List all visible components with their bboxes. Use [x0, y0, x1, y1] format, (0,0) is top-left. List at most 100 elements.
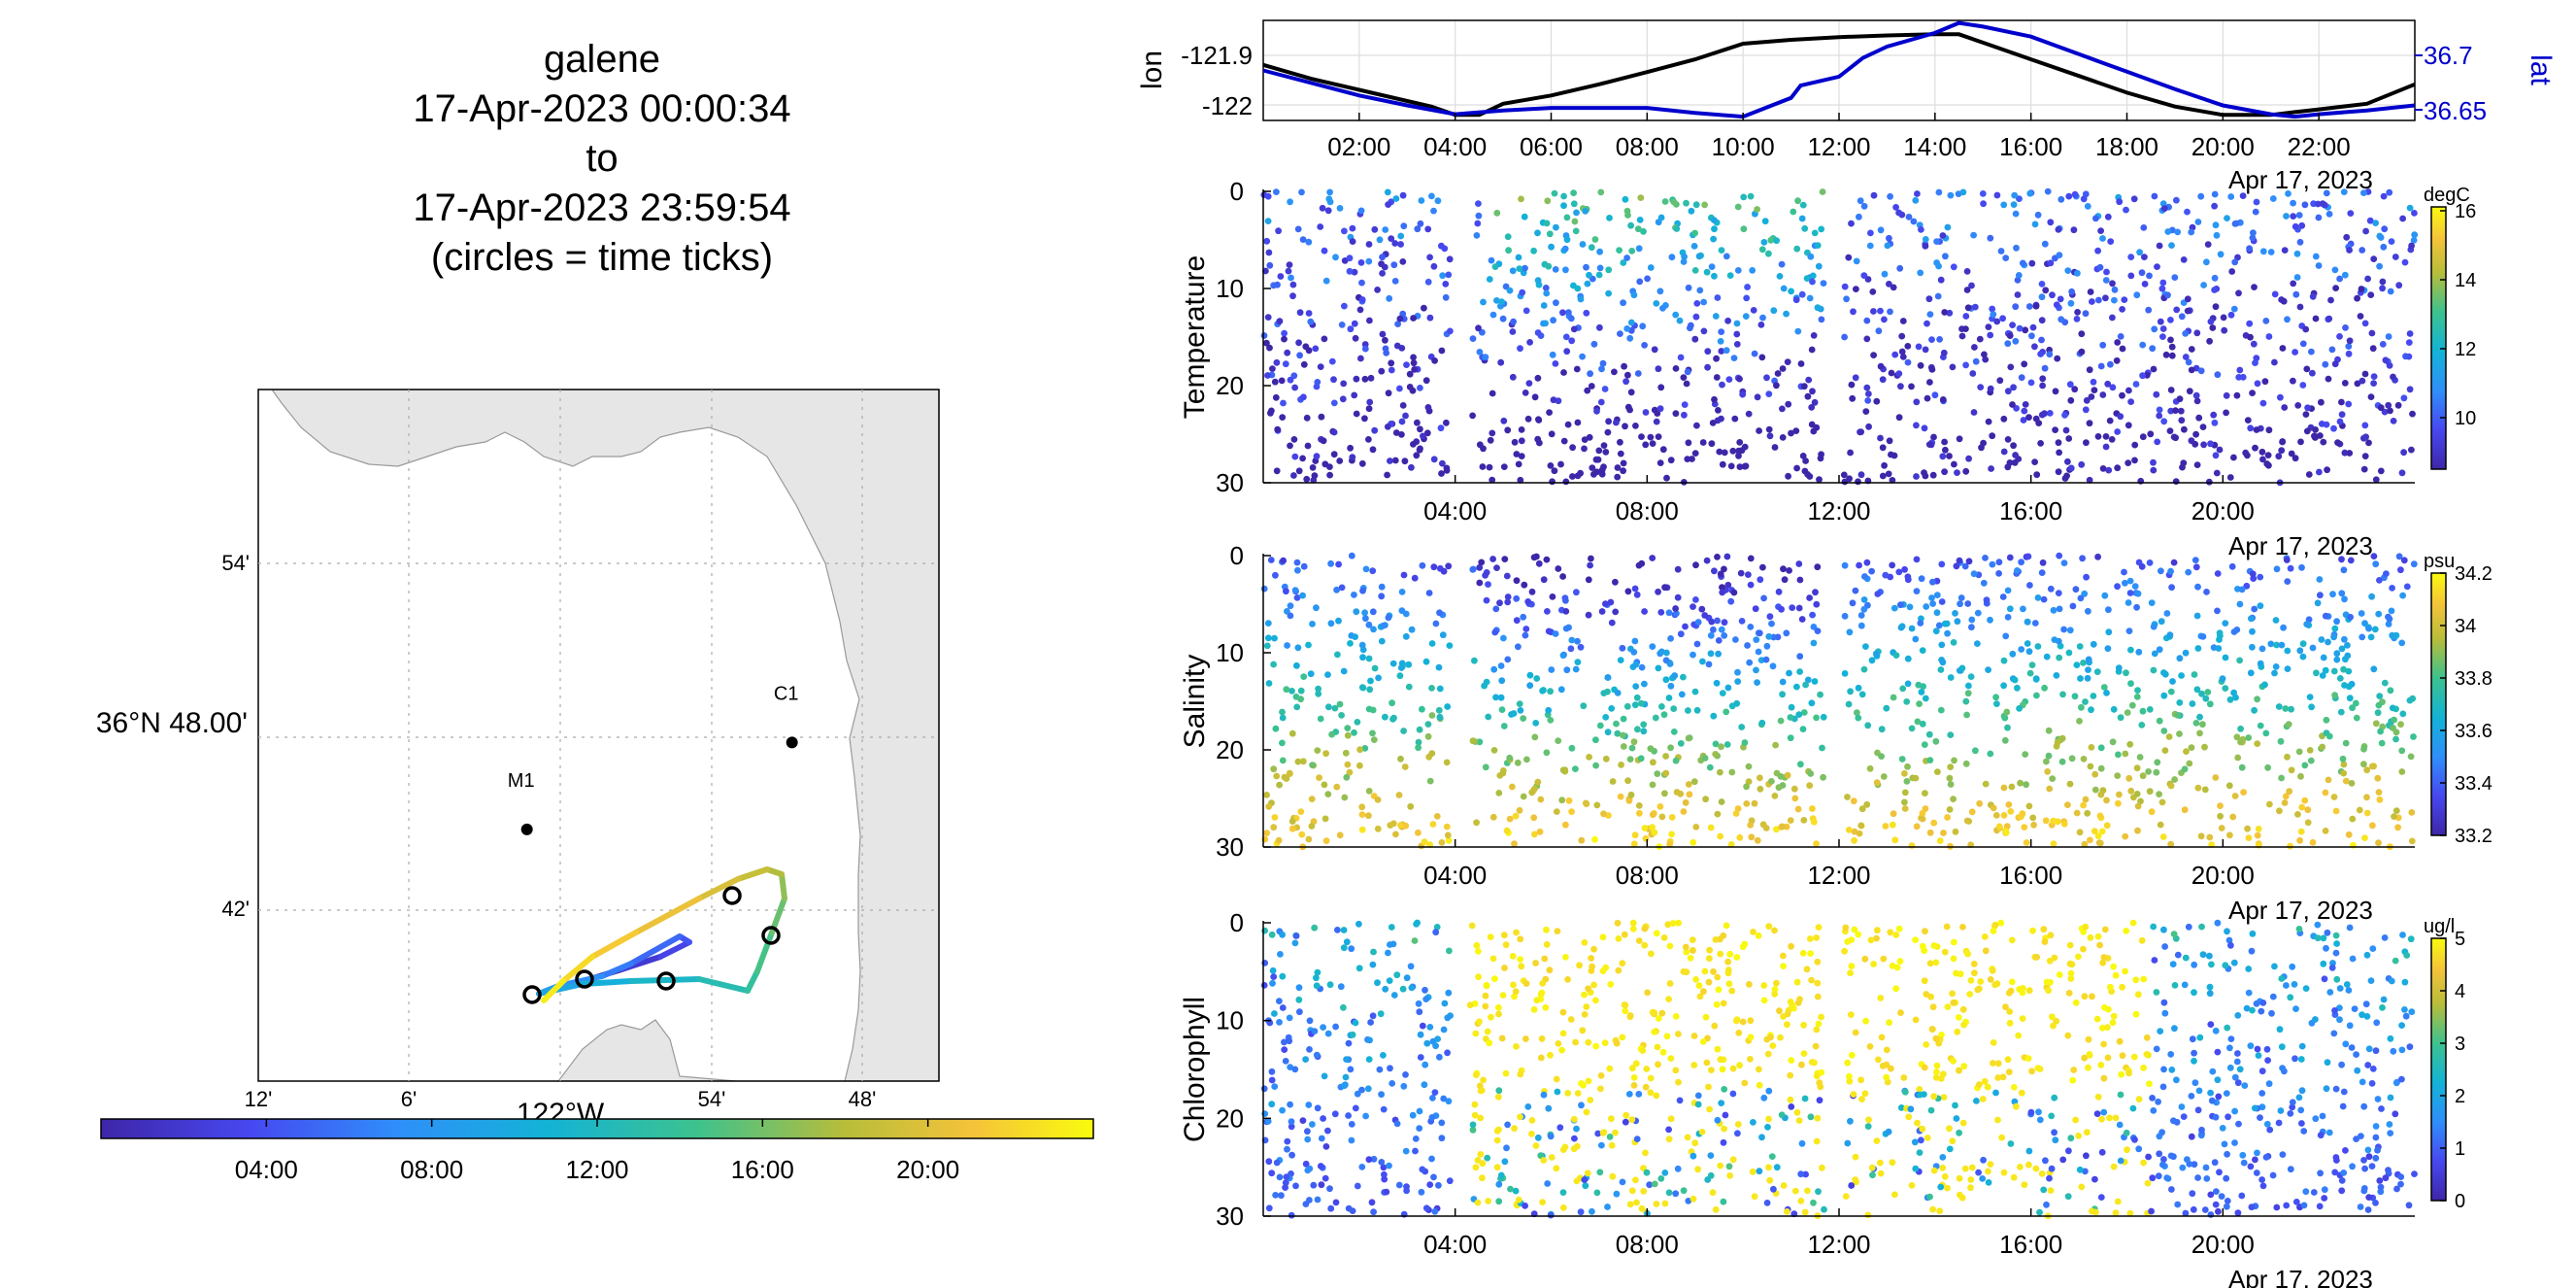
data-point	[1998, 1134, 2006, 1141]
data-point	[1937, 666, 1945, 673]
data-point	[1571, 1135, 1578, 1142]
data-point	[1466, 1001, 1474, 1009]
data-point	[1621, 931, 1628, 938]
data-point	[2291, 981, 2298, 988]
data-point	[2219, 675, 2226, 683]
data-point	[2096, 839, 2104, 847]
data-point	[1307, 670, 1315, 678]
data-point	[1700, 988, 1707, 996]
data-point	[1495, 1010, 1502, 1018]
data-point	[1296, 352, 1303, 359]
data-point	[2320, 438, 2327, 446]
data-point	[1540, 1157, 1548, 1164]
data-point	[2074, 269, 2081, 277]
data-point	[2214, 1076, 2222, 1084]
data-point	[2041, 364, 2049, 372]
data-point	[2022, 326, 2029, 334]
data-point	[1680, 673, 1687, 681]
data-point	[1889, 1159, 1896, 1167]
data-point	[1937, 706, 1945, 714]
data-point	[2045, 752, 2053, 760]
data-point	[1937, 1075, 1945, 1082]
data-point	[1545, 262, 1553, 270]
data-point	[1486, 1039, 1493, 1047]
data-point	[2161, 747, 2169, 754]
data-point	[2089, 993, 2095, 1000]
data-point	[2248, 615, 2255, 623]
data-point	[2226, 474, 2234, 481]
data-point	[1693, 422, 1700, 429]
data-point	[1979, 1175, 1987, 1182]
data-point	[1924, 320, 1930, 327]
data-point	[2153, 390, 2160, 398]
data-point	[1358, 296, 1366, 303]
data-point	[1284, 1137, 1291, 1145]
data-point	[1681, 411, 1688, 419]
data-point	[2096, 263, 2104, 271]
data-point	[2332, 807, 2340, 815]
data-point	[2171, 776, 2179, 783]
data-point	[1950, 263, 1957, 271]
data-point	[1642, 409, 1650, 416]
data-point	[1754, 679, 1760, 686]
data-point	[1556, 1124, 1564, 1132]
data-point	[2287, 842, 2294, 850]
data-point	[1898, 348, 1906, 356]
data-point	[1605, 289, 1612, 297]
data-point	[2245, 989, 2253, 997]
data-point	[1940, 349, 1948, 356]
data-point	[2005, 801, 2013, 808]
data-point	[1324, 207, 1332, 215]
data-point	[1952, 1102, 1958, 1109]
data-point	[1440, 1026, 1448, 1034]
data-point	[2128, 701, 2136, 709]
data-point	[1720, 1138, 1727, 1146]
data-point	[2036, 1208, 2043, 1216]
data-point	[2397, 566, 2404, 574]
data-point	[1318, 1135, 1325, 1142]
data-point	[1358, 684, 1366, 692]
data-point	[2127, 787, 2135, 795]
data-point	[1512, 812, 1520, 820]
data-point	[1690, 1062, 1698, 1068]
data-point	[1790, 208, 1797, 216]
data-point	[1718, 743, 1724, 751]
data-point	[2004, 436, 2012, 443]
data-point	[1488, 1013, 1494, 1021]
data-point	[1365, 1056, 1373, 1063]
data-point	[1809, 611, 1816, 619]
data-point	[1318, 1181, 1325, 1189]
data-point	[2042, 1157, 2049, 1165]
data-point	[1402, 1071, 1409, 1078]
data-point	[2124, 709, 2131, 716]
data-point	[1665, 1126, 1672, 1134]
data-point	[2015, 1032, 2023, 1039]
data-point	[2332, 1154, 2340, 1161]
data-point	[1773, 382, 1780, 390]
data-point	[1751, 1193, 1758, 1201]
data-point	[2332, 932, 2340, 939]
data-point	[1407, 963, 1415, 970]
data-point	[2009, 401, 2016, 408]
data-point	[1387, 941, 1393, 948]
data-point	[1426, 1024, 1434, 1031]
data-point	[2226, 1064, 2234, 1071]
data-point	[2025, 303, 2033, 310]
data-point	[2127, 398, 2135, 405]
salinity-axis-label: Salinity	[1179, 655, 1211, 749]
data-point	[1727, 841, 1735, 848]
data-point	[1649, 781, 1656, 789]
data-point	[2368, 1080, 2376, 1087]
data-point	[1681, 401, 1689, 408]
data-point	[1962, 361, 1969, 369]
data-point	[2151, 192, 2158, 200]
data-point	[1783, 310, 1790, 318]
data-point	[1791, 1187, 1799, 1195]
data-point	[1741, 739, 1749, 746]
data-point	[1769, 1042, 1777, 1049]
data-point	[1614, 473, 1622, 481]
data-point	[2250, 340, 2258, 348]
data-point	[2376, 262, 2384, 270]
data-point	[1848, 381, 1856, 389]
